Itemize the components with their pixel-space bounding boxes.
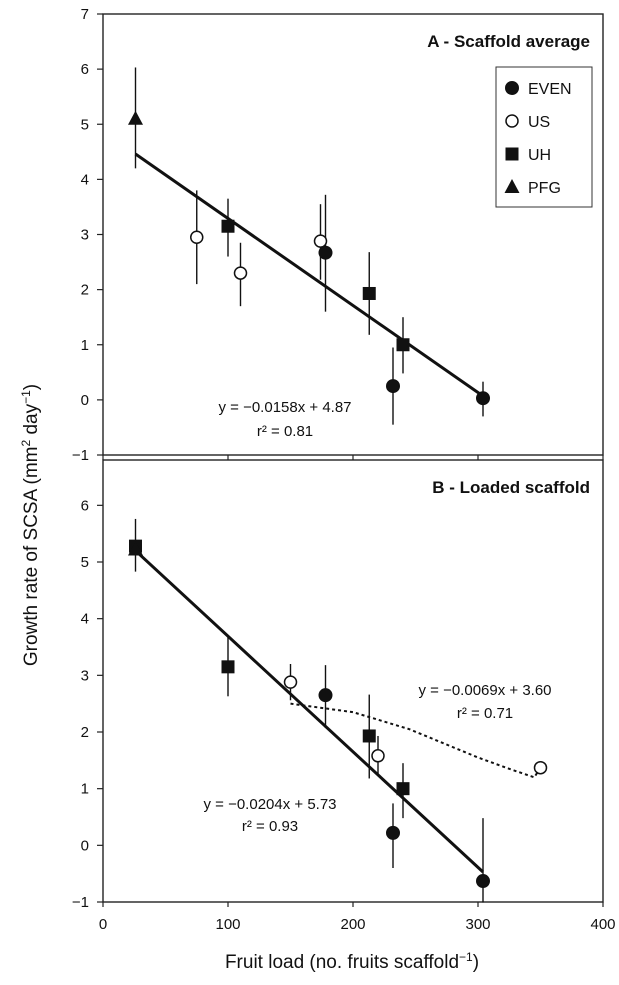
panel-title: B - Loaded scaffold (432, 478, 590, 497)
data-point-uh (362, 286, 376, 300)
data-point-pfg (128, 110, 143, 125)
data-point-us (233, 266, 248, 280)
data-point-uh (221, 219, 235, 233)
legend-marker-pfg (504, 179, 520, 193)
x-axis-title-sup: −1 (459, 950, 473, 964)
legend-marker-even (505, 81, 519, 95)
fit-line (134, 549, 485, 874)
legend-label-pfg: PFG (528, 180, 561, 197)
y-axis-title-main: Growth rate of SCSA (mm (21, 447, 42, 667)
data-point-uh (362, 729, 376, 743)
data-point-us (313, 234, 328, 248)
x-tick-label: 200 (340, 916, 365, 933)
y-tick-label: 0 (81, 392, 89, 409)
x-axis-title-tail: ) (473, 952, 479, 973)
panel-title: A - Scaffold average (427, 32, 590, 51)
y-tick-label: 1 (81, 781, 89, 798)
y-axis-title-mid: day (21, 403, 42, 439)
fit-r-squared: r² = 0.93 (242, 818, 298, 835)
x-tick-label: 400 (590, 916, 615, 933)
y-tick-label: 0 (81, 837, 89, 854)
y-tick-label: 1 (81, 337, 89, 354)
y-tick-label: 3 (81, 227, 89, 244)
y-tick-label: 7 (81, 6, 89, 23)
x-tick-label: 0 (99, 916, 107, 933)
data-point-even (476, 874, 490, 889)
y-tick-label: 5 (81, 554, 89, 571)
y-tick-label: 6 (81, 497, 89, 514)
legend-marker-us (505, 114, 519, 128)
y-tick-label: 5 (81, 116, 89, 133)
data-point-pfg (128, 541, 143, 556)
y-tick-label: 2 (81, 724, 89, 741)
x-tick-label: 100 (215, 916, 240, 933)
fit-equation: y = −0.0204x + 5.73 (203, 796, 336, 813)
panel-a: −1 0 1 2 3 4 5 6 7 A - Scaffold average y = −0.015… (72, 6, 604, 464)
legend-label-even: EVEN (528, 81, 572, 98)
legend: EVEN US UH PFG (495, 66, 593, 208)
y-axis-title-sup2: −1 (19, 390, 33, 404)
data-point-us (190, 230, 204, 245)
y-tick-label: 6 (81, 61, 89, 78)
data-point-us (533, 760, 548, 775)
y-tick-label: −1 (72, 447, 89, 464)
data-point-even (318, 688, 333, 703)
legend-label-uh: UH (528, 147, 551, 164)
y-tick-label: −1 (72, 894, 89, 911)
x-axis-title-main: Fruit load (no. fruits scaffold (225, 952, 459, 973)
y-tick-label: 4 (81, 171, 89, 188)
y-tick-label: 2 (81, 282, 89, 299)
legend-marker-uh (505, 147, 519, 161)
data-point-us (283, 675, 298, 689)
fit-r-squared: r² = 0.81 (257, 423, 313, 440)
data-point-even (386, 379, 400, 394)
y-axis-title-sup1: 2 (19, 440, 33, 447)
y-tick-label: 3 (81, 667, 89, 684)
y-axis-title-tail: ) (21, 384, 42, 390)
y-axis-title: Growth rate of SCSA (mm2 day−1) (19, 384, 42, 666)
data-point-even (318, 245, 333, 260)
fit-equation: y = −0.0069x + 3.60 (418, 682, 551, 699)
y-tick-label: 4 (81, 611, 89, 628)
data-point-uh (396, 782, 410, 796)
x-axis-title: Fruit load (no. fruits scaffold−1) (225, 950, 479, 973)
fit-line (134, 152, 484, 398)
panel-b: −1 0 1 2 3 4 5 6 0 100 200 300 400 B - Loaded scaffol… (72, 459, 616, 933)
data-point-uh (396, 338, 410, 352)
data-point-us (371, 749, 385, 763)
data-point-even (386, 825, 400, 840)
legend-label-us: US (528, 114, 550, 131)
fit-r-squared: r² = 0.71 (457, 705, 513, 722)
data-point-even (476, 391, 490, 406)
fit-equation: y = −0.0158x + 4.87 (218, 399, 351, 416)
data-point-uh (221, 660, 235, 674)
plot-frame (102, 459, 604, 903)
x-tick-label: 300 (465, 916, 490, 933)
